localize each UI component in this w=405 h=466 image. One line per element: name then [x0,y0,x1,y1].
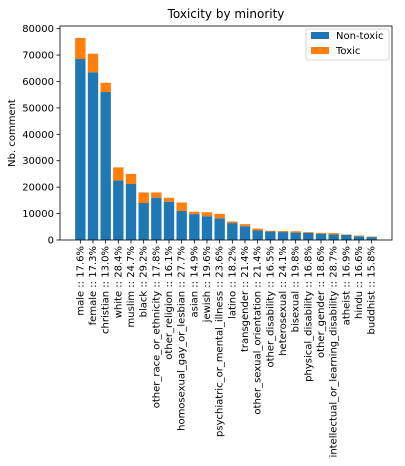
y-axis-ticks: 0 10000 20000 30000 40000 50000 60000 70000 8000… [22,24,60,247]
x-tick-label: white :: 28.4% [113,246,124,318]
bar-toxic-5 [138,192,149,204]
bar-toxic-22 [353,235,365,237]
bar-toxic-3 [113,167,124,181]
bar-non-toxic-19 [315,233,327,240]
bars-group [75,37,377,240]
bar-non-toxic-8 [176,210,187,240]
bar-non-toxic-21 [341,234,352,240]
bar-toxic-2 [100,82,111,93]
x-tick-label: psychiatric_or_mental_illness :: 23.6% [215,246,226,437]
bar-non-toxic-17 [290,232,301,240]
x-tick-label: other_gender :: 18.6% [316,246,327,358]
bar-non-toxic-3 [113,180,124,240]
bar-non-toxic-1 [87,72,99,240]
bar-toxic-15 [265,230,276,232]
x-tick-label: bisexual :: 19.8% [291,246,302,332]
bar-toxic-1 [87,53,99,73]
bar-non-toxic-2 [100,92,111,240]
bar-toxic-17 [290,231,301,233]
y-tick-label: 70000 [22,51,54,62]
bar-non-toxic-7 [163,201,175,240]
bar-toxic-13 [239,224,251,227]
y-axis-label: Nb. comment [7,99,18,167]
y-tick-label: 0 [48,236,54,247]
bar-non-toxic-6 [151,197,162,240]
x-axis-ticks: male :: 17.6% female :: 17.3% christian ::… [75,240,378,457]
legend-swatch-toxic [311,47,329,54]
bar-non-toxic-10 [201,216,213,240]
bar-toxic-21 [341,234,352,235]
bar-toxic-9 [189,211,200,215]
y-tick-label: 40000 [22,130,54,141]
bar-toxic-11 [214,213,225,219]
y-tick-label: 10000 [22,209,54,220]
x-tick-label: male :: 17.6% [75,246,86,316]
bar-toxic-7 [163,197,175,202]
x-tick-label: christian :: 13.0% [101,246,112,334]
x-tick-label: physical_disability :: 16.8% [303,246,314,382]
plot-frame [59,25,393,241]
x-tick-label: transgender :: 21.4% [240,246,251,352]
y-tick-label: 30000 [22,156,54,167]
bar-toxic-6 [151,192,162,198]
bar-toxic-12 [227,221,238,224]
y-tick-label: 50000 [22,103,54,114]
bar-non-toxic-4 [125,183,137,240]
bar-toxic-20 [328,233,339,235]
x-tick-label: other_sexual_orientation :: 21.4% [253,246,264,415]
bar-non-toxic-20 [328,234,339,240]
x-tick-label: latino :: 18.2% [227,246,238,319]
x-tick-label: female :: 17.3% [88,246,99,325]
x-tick-label: asian :: 14.9% [189,246,200,317]
bar-non-toxic-5 [138,203,149,240]
bar-toxic-8 [176,202,187,211]
x-tick-label: heterosexual :: 24.1% [278,246,289,356]
bar-non-toxic-22 [353,236,365,240]
bar-toxic-10 [201,212,213,217]
bar-non-toxic-14 [252,230,263,240]
x-tick-label: other_religion :: 16.1% [164,246,175,360]
y-tick-label: 20000 [22,183,54,194]
bar-toxic-19 [315,232,327,234]
bar-non-toxic-13 [239,226,251,240]
legend-swatch-non-toxic [311,32,329,39]
bar-toxic-16 [277,231,289,233]
chart-title: Toxicity by minority [167,7,285,21]
bar-non-toxic-11 [214,218,225,240]
bar-non-toxic-15 [265,231,276,240]
legend-label-non-toxic: Non-toxic [336,31,383,42]
x-tick-label: atheist :: 16.9% [341,246,352,325]
bar-toxic-23 [366,236,377,238]
bar-non-toxic-12 [227,223,238,240]
bar-non-toxic-23 [366,237,377,240]
x-tick-label: homosexual_gay_or_lesbian :: 27.7% [177,246,188,431]
x-tick-label: other_disability :: 16.5% [265,246,276,368]
x-tick-label: buddhist :: 15.8% [367,246,378,335]
legend: Non-toxic Toxic [305,28,390,61]
bar-non-toxic-9 [189,214,200,240]
y-tick-label: 80000 [22,24,54,35]
x-tick-label: other_race_or_ethnicity :: 17.8% [151,246,162,408]
bar-non-toxic-0 [75,59,86,240]
bar-non-toxic-18 [303,232,314,240]
x-tick-label: muslim :: 24.7% [126,246,137,327]
x-tick-label: hindu :: 16.6% [354,246,365,319]
y-tick-label: 60000 [22,77,54,88]
x-tick-label: intellectual_or_learning_disability :: 2… [329,246,340,457]
bar-toxic-0 [75,37,86,60]
bar-toxic-14 [252,228,263,231]
legend-label-toxic: Toxic [335,46,360,57]
x-tick-label: jewish :: 19.6% [202,246,213,323]
bar-non-toxic-16 [277,232,289,240]
bar-toxic-18 [303,232,314,233]
x-tick-label: black :: 29.2% [139,246,150,317]
bar-toxic-4 [125,173,137,184]
